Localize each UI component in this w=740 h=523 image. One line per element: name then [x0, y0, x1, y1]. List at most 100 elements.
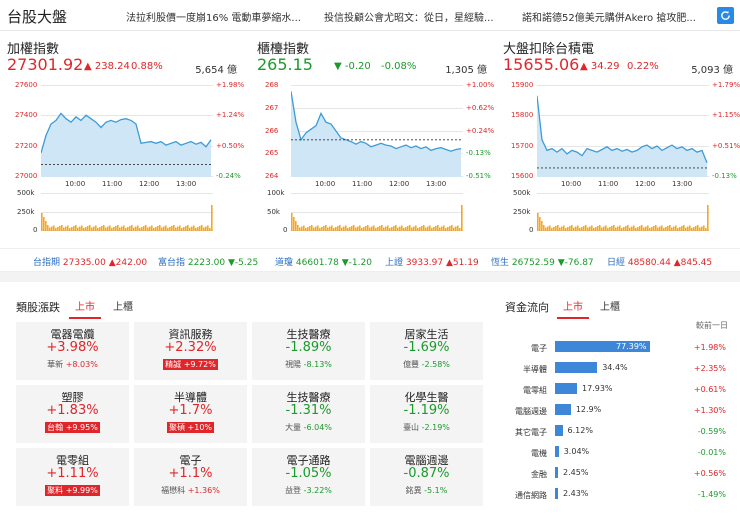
top-stock-name: 聚碩	[168, 423, 185, 432]
volume-axis-label: 250k	[17, 208, 35, 216]
ticker-item[interactable]: 富台指 2223.00 ▼-5.25	[158, 255, 258, 268]
top-stock-name: 聚料	[47, 486, 64, 495]
flow-share: 17.93%	[582, 384, 613, 393]
top-stock-change: -3.22%	[303, 486, 332, 495]
index-price-line	[41, 112, 212, 154]
flow-sector-name: 通信網路	[515, 491, 547, 500]
sector-top-stock: 益登 -3.22%	[252, 485, 365, 496]
sector-top-stock: 聚碩 +10%	[134, 422, 247, 433]
index-volume: 5,093 億	[691, 65, 733, 76]
sector-card[interactable]: 電子通路 -1.05% 益登 -3.22%	[252, 448, 365, 506]
left-axis-label: 268	[265, 81, 279, 89]
ticker-change: ▼-1.20	[341, 258, 372, 268]
flow-row[interactable]: 金融 2.45% +0.56%	[503, 464, 736, 484]
page-title: 台股大盤	[7, 8, 68, 26]
volume-axis-label: 50k	[267, 208, 280, 216]
sector-change: -1.69%	[403, 340, 450, 355]
sector-card[interactable]: 電零組 +1.11% 聚料 +9.99%	[16, 448, 129, 506]
top-stock-badge: 台翰 +9.95%	[45, 422, 100, 433]
index-area-fill	[41, 113, 211, 177]
time-axis-label: 12:00	[139, 180, 160, 188]
volume-axis-label: 250k	[513, 208, 531, 216]
sector-card[interactable]: 化學生醫 -1.19% 臺山 -2.19%	[370, 385, 483, 443]
index-panel-0[interactable]: 加權指數 27301.92 ▲ 238.24 0.88% 5,654 億 27600 274…	[7, 38, 247, 243]
sector-card[interactable]: 生技醫療 -1.89% 視陽 -8.13%	[252, 322, 365, 380]
top-stock-name: 銘異	[405, 486, 422, 495]
flow-change: +1.98%	[693, 343, 726, 352]
sector-change: -1.05%	[285, 466, 332, 481]
ticker-item[interactable]: 上證 3933.97 ▲51.19	[385, 255, 479, 268]
flow-row[interactable]: 半導體 34.4% +2.35%	[503, 359, 736, 379]
ticker-item[interactable]: 台指期 27335.00 ▲242.00	[33, 255, 147, 268]
refresh-button[interactable]	[717, 7, 734, 24]
flow-change: -0.01%	[697, 448, 726, 457]
flow-change: +1.30%	[693, 406, 726, 415]
flow-bar	[555, 467, 558, 478]
flow-bar	[555, 362, 598, 373]
flow-share: 77.39%	[616, 342, 647, 351]
flow-tab-listed[interactable]: 上市	[557, 298, 589, 319]
sector-card[interactable]: 電腦週邊 -0.87% 銘異 -5.1%	[370, 448, 483, 506]
flow-sector-name: 半導體	[523, 365, 547, 374]
index-line-chart	[537, 85, 709, 177]
left-axis-label: 27400	[15, 111, 38, 119]
volume-axis-label: 0	[529, 226, 534, 234]
top-stock-name: 華新	[47, 360, 64, 369]
sector-card[interactable]: 電器電纜 +3.98% 華新 +8.03%	[16, 322, 129, 380]
top-stock-change: -2.19%	[421, 423, 450, 432]
flow-row[interactable]: 電腦週邊 12.9% +1.30%	[503, 401, 736, 421]
index-price: 27301.92	[7, 55, 84, 74]
sector-name: 生技醫療	[286, 328, 331, 341]
flow-share: 34.4%	[602, 363, 628, 372]
index-panel-1[interactable]: 櫃檯指數 265.15 ▼ -0.20 -0.08% 1,305 億 268 267 266 2…	[257, 38, 497, 243]
time-axis-label: 11:00	[352, 180, 373, 188]
sector-name: 電零組	[56, 454, 89, 467]
sector-top-stock: 精誠 +9.72%	[134, 359, 247, 370]
sector-card[interactable]: 半導體 +1.7% 聚碩 +10%	[134, 385, 247, 443]
index-volume: 5,654 億	[195, 65, 237, 76]
left-axis-label: 15800	[511, 111, 534, 119]
sector-top-stock: 億豐 -2.58%	[370, 359, 483, 370]
sector-card[interactable]: 塑膠 +1.83% 台翰 +9.95%	[16, 385, 129, 443]
flow-row[interactable]: 電零組 17.93% +0.61%	[503, 380, 736, 400]
ticker-item[interactable]: 日經 48580.44 ▲845.45	[607, 255, 712, 268]
flow-share: 2.43%	[562, 489, 589, 498]
volume-axis-label: 500k	[17, 189, 35, 197]
flow-row[interactable]: 電子 77.39% +1.98%	[503, 338, 736, 358]
top-stock-change: -5.1%	[424, 486, 448, 495]
index-change-percent: 0.88%	[131, 61, 163, 72]
news-link-2[interactable]: 投信投顧公會尤昭文：從日，星經驗...	[324, 13, 494, 24]
time-axis-label: 10:00	[65, 180, 86, 188]
sector-card[interactable]: 資訊服務 +2.32% 精誠 +9.72%	[134, 322, 247, 380]
flow-bar	[555, 383, 577, 394]
ticker-item[interactable]: 恆生 26752.59 ▼-76.87	[491, 255, 594, 268]
left-axis-label: 15600	[511, 172, 534, 180]
up-arrow-icon: ▲	[84, 61, 92, 72]
flow-row[interactable]: 電機 3.04% -0.01%	[503, 443, 736, 463]
flow-row[interactable]: 通信網路 2.43% -1.49%	[503, 485, 736, 505]
news-link-1[interactable]: 法拉利股價一度崩16% 電動車夢縮水...	[126, 13, 300, 24]
flow-sector-name: 金融	[531, 470, 547, 479]
index-panel-2[interactable]: 大盤扣除台積電 15655.06 ▲ 34.29 0.22% 5,093 億 15900 1…	[503, 38, 740, 243]
ticker-item[interactable]: 道瓊 46601.78 ▼-1.20	[275, 255, 372, 268]
index-price-line	[537, 95, 708, 163]
tab-listed[interactable]: 上市	[69, 298, 101, 319]
right-axis-label: +1.00%	[466, 81, 495, 89]
news-link-3[interactable]: 諾和諾德52億美元購併Akero 搶攻肥...	[522, 13, 696, 24]
volume-axis-label: 0	[283, 226, 288, 234]
index-change-value: 238.24	[94, 61, 130, 72]
flow-row[interactable]: 其它電子 6.12% -0.59%	[503, 422, 736, 442]
sector-card[interactable]: 生技醫療 -1.31% 大量 -6.04%	[252, 385, 365, 443]
tab-otc[interactable]: 上櫃	[113, 302, 133, 313]
top-stock-change: +8.03%	[65, 360, 98, 369]
flow-tab-otc[interactable]: 上櫃	[600, 302, 620, 313]
top-stock-name: 台翰	[47, 423, 64, 432]
time-axis-label: 10:00	[315, 180, 336, 188]
ticker-change: ▲242.00	[108, 258, 148, 268]
sector-top-stock: 大量 -6.04%	[252, 422, 365, 433]
sector-card[interactable]: 電子 +1.1% 福懋科 +1.36%	[134, 448, 247, 506]
flow-bar	[555, 341, 650, 352]
section-divider	[0, 272, 740, 282]
sector-card[interactable]: 居家生活 -1.69% 億豐 -2.58%	[370, 322, 483, 380]
index-name: 櫃檯指數	[257, 42, 310, 57]
